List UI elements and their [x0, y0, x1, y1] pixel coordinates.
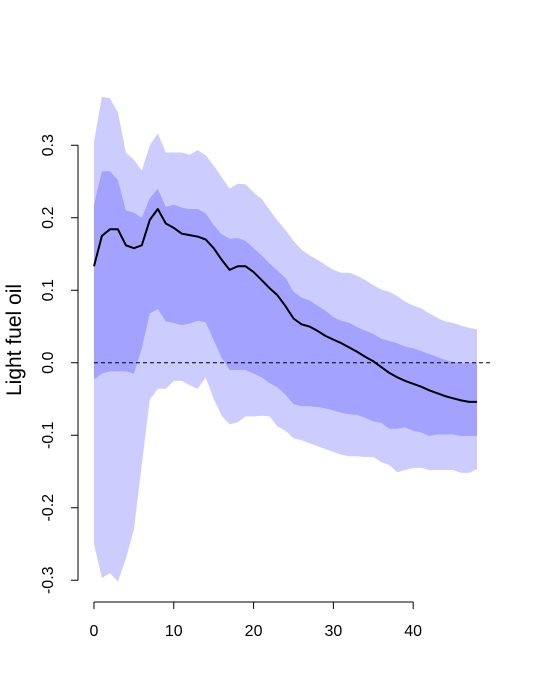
x-tick-label: 10	[165, 623, 183, 640]
response-line-group	[93, 208, 477, 403]
y-tick-label: -0.2	[40, 494, 57, 522]
y-tick-label: 0.3	[40, 134, 57, 156]
y-tick-label: 0.1	[40, 279, 57, 301]
axes: 0 10 20 30 40 -0.3 -0.2 -0.1 0.0 0.1 0.2 0.3	[40, 134, 422, 640]
confidence-bands	[94, 96, 477, 582]
y-tick-label: 0.2	[40, 207, 57, 229]
x-tick-label: 40	[404, 623, 422, 640]
y-tick-label: 0.0	[40, 352, 57, 374]
y-axis-title: Light fuel oil	[3, 284, 26, 396]
inner-band	[94, 171, 477, 437]
y-tick-label: -0.3	[40, 566, 57, 594]
y-tick-label: -0.1	[40, 421, 57, 449]
x-tick-label: 30	[324, 623, 342, 640]
x-tick-label: 20	[245, 623, 263, 640]
x-tick-label: 0	[90, 623, 99, 640]
response-line	[93, 208, 477, 403]
